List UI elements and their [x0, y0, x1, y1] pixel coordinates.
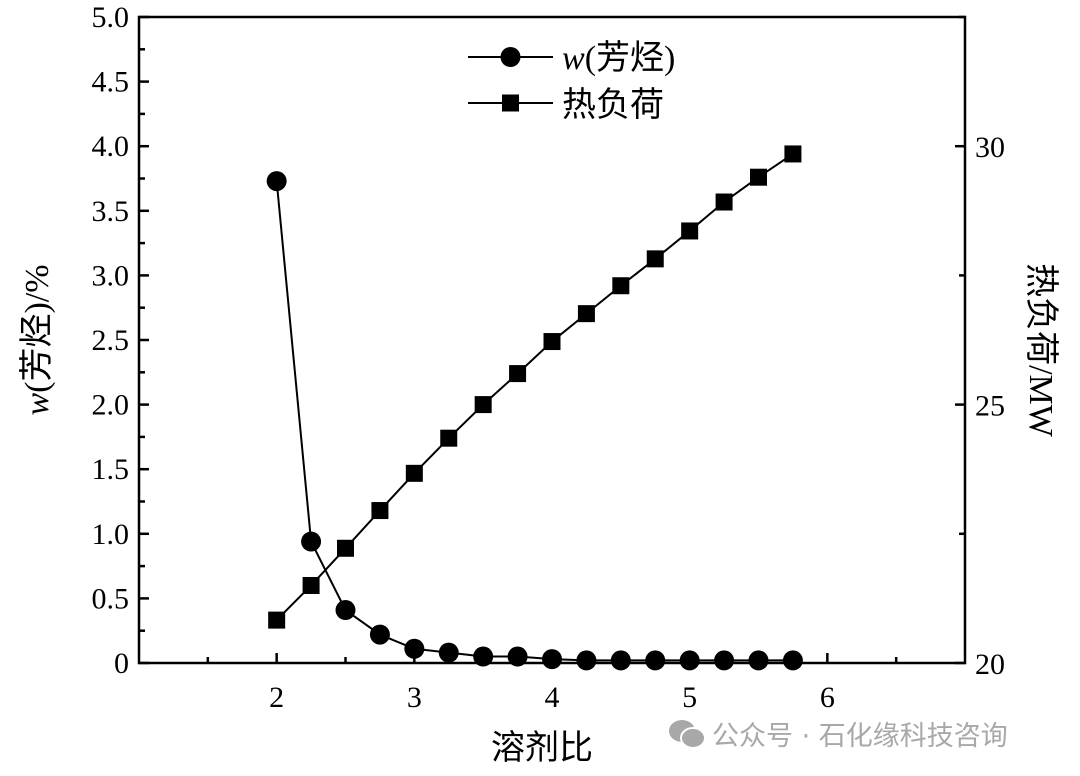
- series-line-1: [275, 180, 793, 662]
- series-line-2: [275, 153, 794, 621]
- y-left-tick-label: 0.5: [92, 582, 130, 615]
- y-right-axis-label: 热负荷/MW: [1022, 263, 1060, 438]
- y-left-tick-label: 1.0: [92, 518, 130, 551]
- data-point-circle: [645, 650, 666, 671]
- data-point-square: [405, 464, 423, 482]
- data-point-square: [302, 576, 320, 594]
- data-point-square: [268, 611, 286, 629]
- data-point-square: [543, 333, 561, 351]
- y-right-tick-label: 25: [975, 390, 1005, 423]
- data-point-circle: [473, 646, 494, 667]
- legend-label: 热负荷: [562, 86, 664, 124]
- legend-label: w(芳烃): [562, 39, 675, 77]
- data-point-square: [474, 396, 492, 414]
- data-point-circle: [610, 650, 631, 671]
- data-point-circle: [507, 646, 528, 667]
- x-tick-label: 6: [820, 681, 835, 714]
- data-point-square: [440, 429, 458, 447]
- legend-marker-circle: [500, 47, 521, 67]
- data-point-square: [646, 250, 664, 268]
- x-tick-label: 4: [545, 681, 560, 714]
- data-point-square: [715, 193, 733, 211]
- y-left-tick-label: 3.0: [92, 259, 130, 292]
- data-point-circle: [404, 638, 425, 659]
- data-point-square: [337, 539, 354, 557]
- data-point-square: [612, 277, 630, 295]
- y-right-tick-label: 30: [975, 131, 1005, 164]
- data-point-square: [784, 145, 802, 163]
- data-point-circle: [438, 642, 459, 663]
- y-left-tick-label: 4.5: [92, 66, 130, 99]
- watermark: 公众号 · 石化缘科技咨询: [668, 714, 1008, 753]
- data-point-circle: [748, 650, 769, 671]
- data-point-circle: [542, 649, 562, 670]
- y-left-tick-label: 2.5: [92, 324, 130, 357]
- watermark-text: 公众号 · 石化缘科技咨询: [712, 721, 1008, 752]
- data-point-square: [750, 168, 767, 186]
- x-tick-label: 2: [269, 681, 284, 714]
- y-left-axis-label: w(芳烃)/%: [18, 264, 56, 415]
- data-point-circle: [576, 650, 597, 671]
- y-left-tick-label: 3.5: [92, 195, 130, 228]
- y-left-tick-label: 2.0: [92, 389, 130, 422]
- y-right-tick-label: 20: [975, 648, 1005, 681]
- y-left-tick-label: 4.0: [92, 130, 130, 163]
- data-point-circle: [369, 624, 390, 645]
- data-point-square: [509, 365, 527, 383]
- data-point-circle: [679, 650, 700, 671]
- data-point-circle: [301, 531, 322, 552]
- x-tick-label: 3: [407, 681, 422, 714]
- data-point-circle: [335, 600, 356, 621]
- data-point-square: [681, 222, 699, 240]
- legend-marker-square: [502, 94, 519, 112]
- x-axis-label: 溶剂比: [491, 729, 593, 767]
- data-point-circle: [266, 171, 287, 192]
- wechat-icon: [669, 719, 706, 749]
- data-point-square: [371, 502, 389, 520]
- data-point-circle: [782, 650, 803, 671]
- y-left-tick-label: 0: [114, 647, 129, 680]
- x-tick-label: 5: [682, 681, 697, 714]
- data-point-square: [577, 305, 595, 323]
- data-point-circle: [714, 650, 735, 671]
- y-left-tick-label: 1.5: [92, 453, 130, 486]
- y-left-tick-label: 5.0: [92, 1, 130, 34]
